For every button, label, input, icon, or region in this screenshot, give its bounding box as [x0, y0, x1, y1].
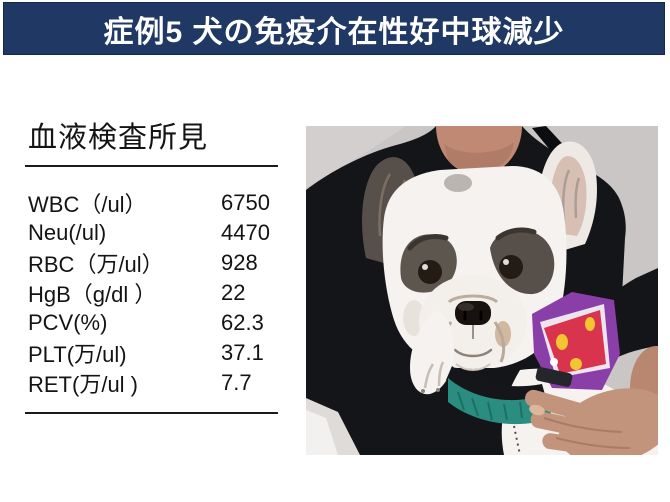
row-value: 7.7: [221, 370, 252, 395]
row-value: 928: [221, 250, 258, 275]
row-label: PLT(万/ul): [28, 342, 127, 367]
row-label: WBC（/ul）: [28, 192, 147, 217]
fingernail: [529, 404, 545, 416]
bandana-dot-1: [556, 334, 568, 350]
row-value: 62.3: [221, 310, 264, 335]
table-row-ret: RET(万/ul ) 7.7: [28, 368, 278, 398]
pants-seam: [513, 425, 521, 455]
muzzle-fold-right: [493, 321, 506, 363]
nostrils: [463, 310, 483, 321]
harness-band: [448, 378, 552, 425]
bandana-dot-2: [585, 317, 595, 331]
table-row-wbc: WBC（/ul） 6750: [28, 188, 278, 218]
title-bar: 症例5 犬の免疫介在性好中球減少: [3, 2, 665, 55]
owner-neck: [436, 126, 522, 175]
chair: [306, 410, 338, 455]
row-value: 4470: [221, 220, 270, 245]
forehead-spot: [444, 174, 472, 192]
paw: [410, 310, 455, 395]
panel-heading: 血液検査所見: [25, 112, 278, 167]
row-label: RBC（万/ul）: [28, 252, 164, 277]
right-brow-streak: [495, 227, 537, 241]
table-row-plt: PLT(万/ul) 37.1: [28, 338, 278, 368]
wall-highlight: [306, 126, 406, 188]
row-label: HgB（g/dl ）: [28, 282, 157, 307]
row-value: 37.1: [221, 340, 264, 365]
owner-hand: [525, 346, 658, 455]
left-eye-highlight: [422, 264, 428, 270]
mouth-line: [453, 348, 493, 358]
blood-test-panel: 血液検査所見 WBC（/ul） 6750 Neu(/ul) 4470 RBC（万…: [25, 112, 278, 414]
dog-photo-illustration: [306, 126, 658, 455]
table-row-hgb: HgB（g/dl ） 22: [28, 278, 278, 308]
bandana-dot-white: [550, 358, 558, 366]
finger-1: [525, 389, 599, 424]
right-eye-highlight: [503, 259, 509, 265]
row-label: RET(万/ul ): [28, 372, 139, 397]
row-value: 22: [221, 280, 246, 305]
nose-shine: [458, 303, 474, 311]
bandana: [532, 292, 620, 390]
left-brow-streak: [407, 233, 449, 251]
row-label: Neu(/ul): [28, 220, 107, 245]
claw-left: [421, 389, 425, 393]
finger-2: [530, 411, 612, 442]
row-label: PCV(%): [28, 310, 108, 335]
harness: [446, 366, 573, 425]
table-row-rbc: RBC（万/ul） 928: [28, 248, 278, 278]
left-eye: [418, 260, 442, 284]
table-row-pcv: PCV(%) 62.3: [28, 308, 278, 338]
table-row-neu: Neu(/ul) 4470: [28, 218, 278, 248]
blood-test-table: WBC（/ul） 6750 Neu(/ul) 4470 RBC（万/ul） 92…: [25, 188, 278, 414]
harness-mesh: [457, 391, 537, 421]
right-eye: [499, 255, 523, 279]
harness-strap: [535, 367, 573, 387]
row-value: 6750: [221, 190, 270, 215]
toe-lines: [423, 361, 445, 389]
patient-photo: [306, 126, 658, 455]
finger-creases: [543, 417, 631, 449]
nose-wrinkle: [447, 294, 499, 304]
dog-front-leg: [410, 310, 455, 395]
claw-right: [436, 388, 440, 392]
slide-title: 症例5 犬の免疫介在性好中球減少: [103, 15, 565, 49]
chin-shadow: [444, 142, 514, 173]
bandana-dot-3: [570, 358, 582, 370]
jowl-shading: [455, 363, 491, 371]
